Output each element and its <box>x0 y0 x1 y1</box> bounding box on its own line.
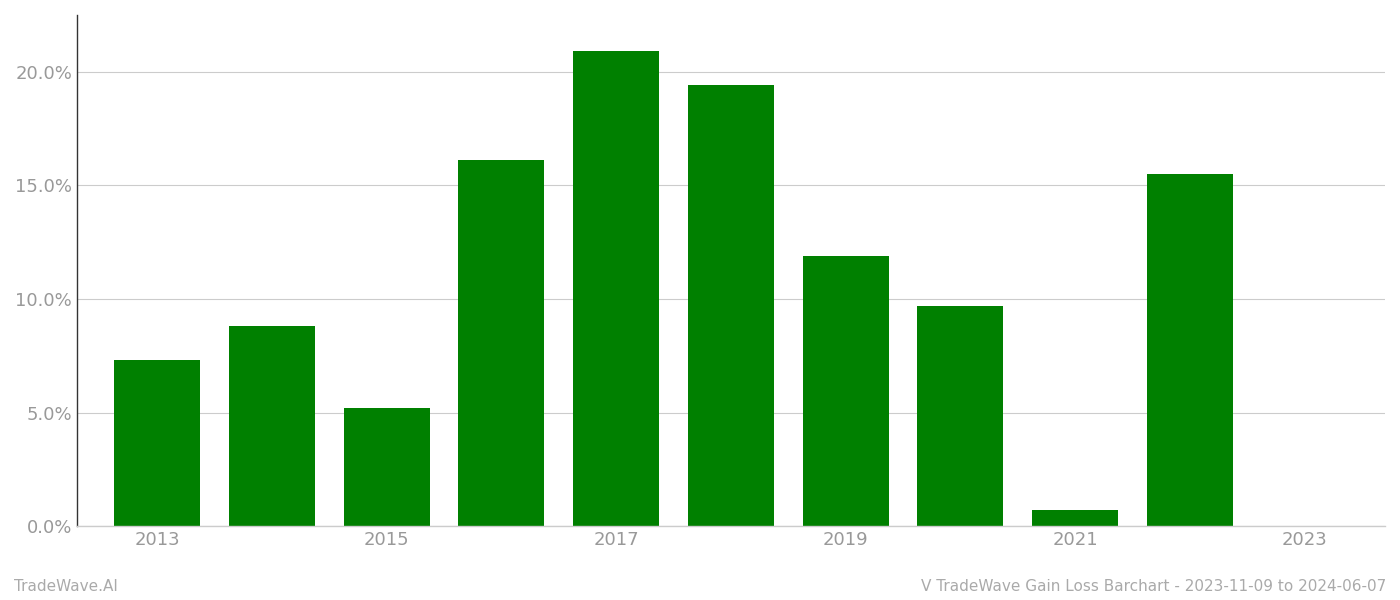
Bar <box>115 361 200 526</box>
Bar <box>917 306 1004 526</box>
Bar <box>573 52 659 526</box>
Bar <box>802 256 889 526</box>
Bar <box>230 326 315 526</box>
Text: TradeWave.AI: TradeWave.AI <box>14 579 118 594</box>
Bar <box>458 160 545 526</box>
Bar <box>1032 510 1119 526</box>
Bar <box>343 408 430 526</box>
Text: V TradeWave Gain Loss Barchart - 2023-11-09 to 2024-06-07: V TradeWave Gain Loss Barchart - 2023-11… <box>921 579 1386 594</box>
Bar <box>1147 174 1233 526</box>
Bar <box>687 85 774 526</box>
